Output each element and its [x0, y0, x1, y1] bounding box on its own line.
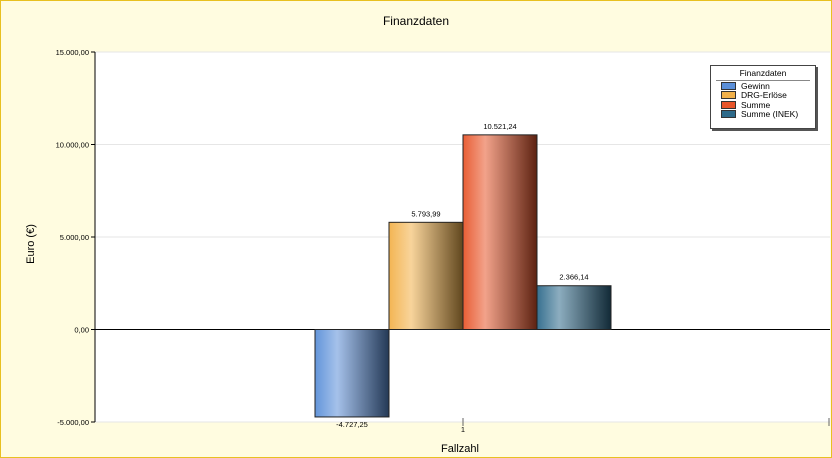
- data-label: 10.521,24: [483, 122, 516, 131]
- legend-item: DRG-Erlöse: [711, 90, 815, 101]
- data-label: 5.793,99: [411, 209, 440, 218]
- legend-label: Summe (INEK): [741, 109, 799, 120]
- y-tick-label: 0,00: [74, 326, 89, 335]
- legend-swatch: [721, 110, 736, 119]
- data-label: 2.366,14: [559, 273, 588, 282]
- bar-drg-erl-se: [388, 221, 464, 330]
- legend-item: Summe (INEK): [711, 109, 815, 120]
- x-tick-label: 1: [461, 425, 465, 434]
- legend: Finanzdaten Gewinn DRG-Erlöse Summe Summe (…: [710, 65, 816, 129]
- y-tick-label: -5.000,00: [57, 418, 89, 427]
- bar-gewinn: [314, 329, 390, 418]
- legend-title: Finanzdaten: [716, 66, 810, 81]
- legend-item: Summe: [711, 100, 815, 110]
- legend-label: DRG-Erlöse: [741, 90, 787, 101]
- legend-item: Gewinn: [711, 81, 815, 91]
- data-label: -4.727,25: [336, 420, 368, 429]
- legend-label: Summe: [741, 99, 771, 110]
- legend-swatch: [721, 81, 736, 90]
- x-axis-title: Fallzahl: [441, 443, 479, 455]
- y-tick-label: 5.000,00: [60, 233, 89, 242]
- legend-label: Gewinn: [741, 80, 770, 91]
- y-axis-title: Euro (€): [25, 224, 37, 264]
- bar-summe-inek-: [536, 285, 612, 330]
- bar-summe: [462, 134, 538, 330]
- legend-swatch: [721, 100, 736, 109]
- y-tick-label: 10.000,00: [56, 141, 89, 150]
- y-tick-label: 15.000,00: [56, 48, 89, 57]
- legend-items: Gewinn DRG-Erlöse Summe Summe (INEK): [711, 81, 815, 119]
- chart-title: Finanzdaten: [382, 14, 450, 28]
- legend-swatch: [721, 91, 736, 100]
